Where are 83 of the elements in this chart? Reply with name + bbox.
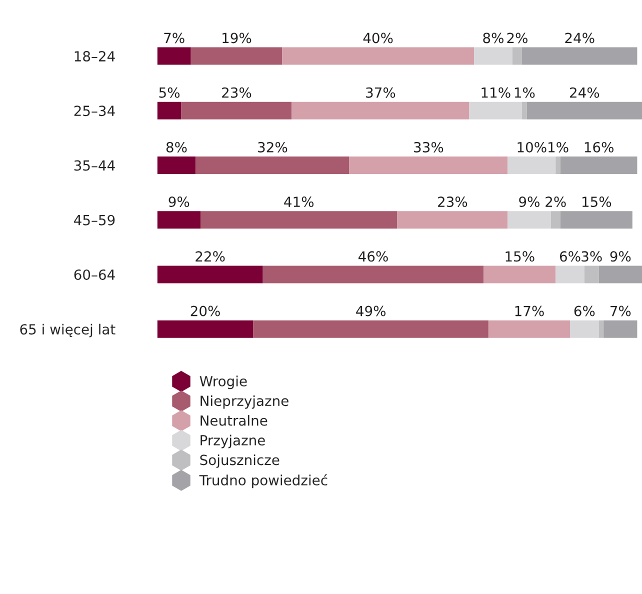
bar bbox=[157, 156, 196, 174]
y-tick-label: 25–34 bbox=[74, 106, 115, 116]
data-label: 1% bbox=[548, 142, 568, 152]
data-label: 15% bbox=[582, 196, 612, 208]
data-label: 6% bbox=[574, 306, 595, 316]
data-label: 8% bbox=[483, 32, 504, 44]
data-label: 7% bbox=[610, 306, 631, 316]
bar bbox=[570, 320, 599, 338]
y-tick-label: 18–24 bbox=[74, 51, 115, 62]
bar bbox=[474, 47, 512, 65]
data-label: 49% bbox=[356, 306, 386, 316]
legend-label: Sojusznicze bbox=[200, 454, 280, 468]
data-label: 2% bbox=[546, 196, 566, 208]
data-label: 37% bbox=[366, 87, 396, 98]
data-label: 15% bbox=[506, 251, 534, 262]
y-tick-label: 35–44 bbox=[74, 160, 115, 171]
bar bbox=[262, 266, 484, 284]
bar bbox=[526, 102, 642, 120]
bar bbox=[190, 47, 282, 65]
bar bbox=[282, 47, 474, 65]
data-label: 10% bbox=[518, 142, 546, 152]
data-label: 2% bbox=[507, 32, 528, 44]
bar bbox=[157, 211, 200, 229]
bar bbox=[522, 102, 527, 120]
bar bbox=[469, 102, 522, 120]
bar bbox=[584, 266, 599, 284]
data-label: 22% bbox=[196, 251, 225, 262]
data-label: 3% bbox=[582, 251, 602, 262]
bar bbox=[196, 156, 350, 174]
data-label: 20% bbox=[190, 306, 220, 316]
y-tick-label: 65 i więcej lat bbox=[20, 324, 116, 338]
bar bbox=[397, 211, 508, 229]
bar bbox=[253, 320, 488, 338]
bar bbox=[488, 320, 570, 338]
y-tick-label: 45–59 bbox=[74, 214, 115, 226]
bar bbox=[556, 156, 560, 174]
data-label: 16% bbox=[584, 142, 614, 152]
data-label: 7% bbox=[164, 32, 184, 44]
legend-label: Wrogie bbox=[200, 376, 247, 390]
bar bbox=[157, 47, 191, 65]
legend-label: Przyjazne bbox=[200, 434, 265, 448]
bar bbox=[181, 102, 292, 120]
bar bbox=[157, 266, 263, 284]
legend-label: Neutralne bbox=[200, 415, 268, 426]
data-label: 11% bbox=[482, 87, 510, 98]
data-label: 40% bbox=[363, 32, 393, 44]
bar bbox=[508, 156, 556, 174]
bar bbox=[200, 211, 398, 229]
data-label: 33% bbox=[414, 142, 444, 152]
y-tick-label: 60–64 bbox=[74, 269, 115, 280]
data-label: 23% bbox=[222, 87, 252, 98]
bar bbox=[556, 266, 584, 284]
bar bbox=[604, 320, 638, 338]
data-label: 17% bbox=[515, 306, 544, 316]
bar bbox=[560, 156, 638, 174]
data-label: 23% bbox=[438, 196, 468, 208]
bar bbox=[292, 102, 470, 120]
bar bbox=[598, 320, 604, 338]
bar bbox=[550, 211, 560, 229]
data-label: 9% bbox=[610, 251, 631, 262]
data-label: 19% bbox=[222, 32, 252, 44]
bar bbox=[598, 266, 642, 284]
data-label: 6% bbox=[560, 251, 580, 262]
bar bbox=[508, 211, 551, 229]
data-label: 9% bbox=[519, 196, 540, 208]
data-label: 5% bbox=[159, 87, 180, 98]
data-label: 1% bbox=[514, 87, 535, 98]
legend-label: Trudno powiedzieć bbox=[199, 474, 328, 488]
data-label: 41% bbox=[284, 196, 314, 208]
bar bbox=[522, 47, 638, 65]
data-label: 9% bbox=[168, 196, 190, 208]
data-label: 46% bbox=[358, 251, 388, 262]
bar bbox=[349, 156, 508, 174]
data-label: 24% bbox=[565, 32, 594, 44]
data-label: 32% bbox=[258, 142, 288, 152]
bar bbox=[157, 102, 182, 120]
bar bbox=[157, 320, 254, 338]
bar bbox=[512, 47, 522, 65]
data-label: 24% bbox=[570, 87, 600, 98]
data-label: 8% bbox=[166, 142, 187, 152]
bar bbox=[484, 266, 556, 284]
legend-label: Nieprzyjazne bbox=[200, 395, 288, 409]
bar bbox=[560, 211, 632, 229]
